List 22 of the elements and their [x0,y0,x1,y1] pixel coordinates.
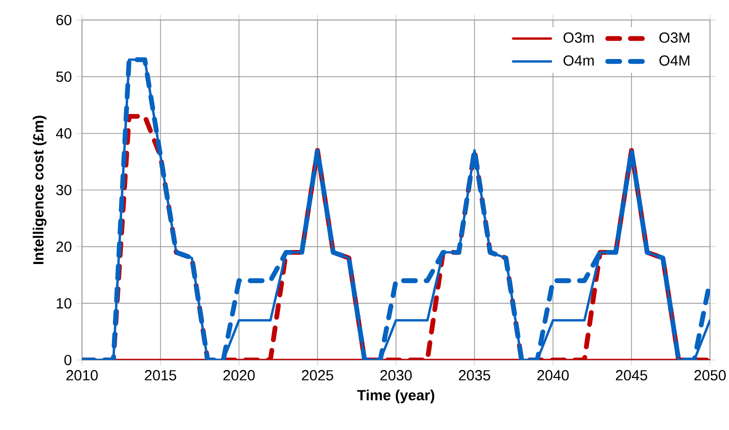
x-tick-label: 2010 [66,370,98,380]
x-tick-label: 2045 [616,370,648,380]
x-tick-label: 2025 [302,370,334,380]
x-axis-title: Time (year) [357,390,434,404]
y-axis-title: Intelligence cost (£m) [32,116,46,264]
legend-label: O3m [564,32,594,43]
x-tick-label: 2040 [537,370,569,380]
x-tick-label: 2050 [694,370,726,380]
y-tick-label: 60 [56,14,72,26]
legend-label: O3M [659,32,690,43]
y-tick-label: 30 [56,184,72,196]
y-tick-label: 50 [56,72,72,82]
y-tick-label: 0 [64,354,72,366]
y-tick-label: 10 [56,298,72,309]
x-tick-label: 2030 [380,370,412,380]
legend-label: O4m [564,55,594,66]
x-tick-label: 2015 [144,370,176,380]
y-tick-label: 20 [56,241,72,252]
x-tick-label: 2035 [458,370,490,380]
x-tick-label: 2020 [223,370,255,380]
legend-label: O4M [659,55,690,66]
y-tick-label: 40 [56,128,72,139]
